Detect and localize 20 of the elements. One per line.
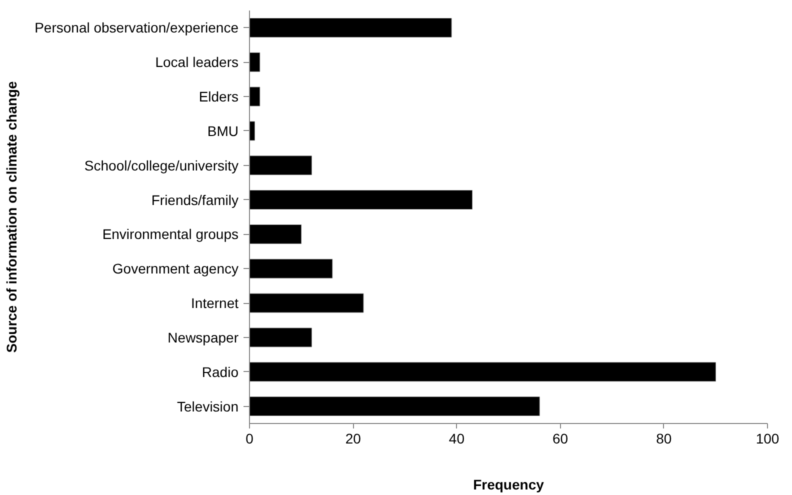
x-tick-label: 20: [345, 430, 362, 446]
y-tick-label: Elders: [198, 88, 239, 105]
x-tick-label: 100: [756, 430, 780, 446]
y-tick-label: Local leaders: [155, 54, 239, 70]
y-tick-label: Television: [177, 398, 239, 414]
y-tick-label: Radio: [202, 364, 239, 380]
y-tick-label: Government agency: [112, 260, 239, 277]
y-tick-label: Environmental groups: [102, 226, 238, 242]
x-axis-title: Frequency: [473, 476, 544, 492]
x-tick-label: 60: [552, 430, 568, 446]
y-axis-title: Source of information on climate change: [4, 81, 20, 353]
y-tick-label: Personal observation/experience: [34, 20, 239, 36]
x-tick-label: 40: [448, 430, 465, 446]
y-tick-label: Internet: [191, 295, 239, 312]
y-tick-label: BMU: [207, 122, 239, 139]
x-tick-label: 80: [656, 430, 672, 446]
y-tick-label: School/college/university: [84, 157, 239, 174]
y-tick-label: Friends/family: [151, 192, 239, 208]
y-tick-label: Newspaper: [168, 329, 239, 346]
x-tick-label: 0: [246, 430, 254, 446]
